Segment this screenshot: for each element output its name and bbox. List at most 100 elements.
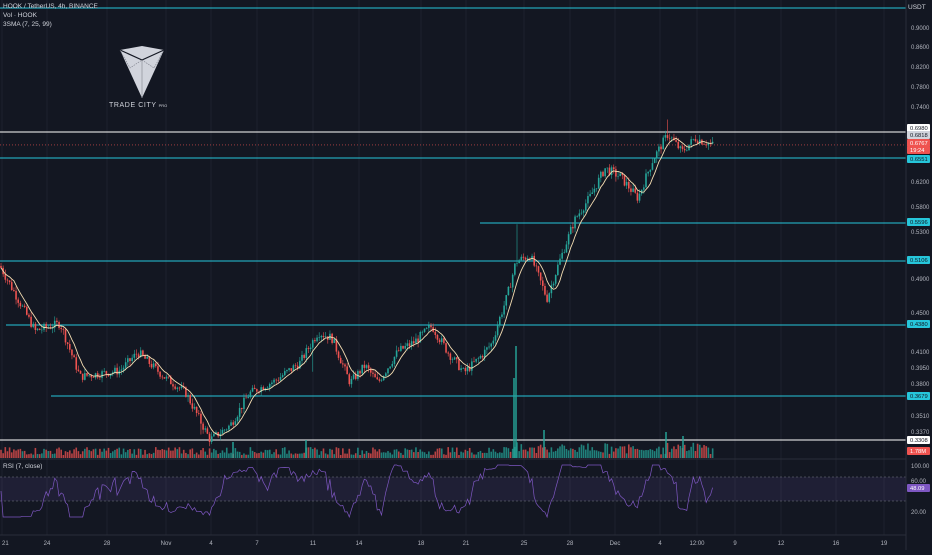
- volume-bar: [124, 452, 127, 458]
- time-axis[interactable]: 21 24 28 Nov 4 7 11 14 18 21 25 28 Dec 4 12:00 9 12 16 19: [2, 541, 888, 547]
- candle-body: [314, 340, 316, 342]
- volume-bar: [346, 453, 348, 458]
- symbol-label[interactable]: HOOK / TetherUS, 4h, BINANCE: [3, 3, 98, 10]
- candle-body: [372, 372, 374, 374]
- volume-bar: [307, 447, 310, 458]
- volume-bar: [232, 442, 234, 458]
- rsi-label[interactable]: RSI (7, close): [3, 463, 43, 470]
- volume-bar: [515, 346, 517, 458]
- volume-bar: [458, 454, 460, 458]
- volume-bar: [569, 448, 572, 458]
- volume-bar: [559, 446, 561, 458]
- rsi-badge: [907, 484, 930, 492]
- volume-bar: [253, 452, 256, 458]
- volume-bar: [701, 447, 703, 458]
- volume-bar: [531, 447, 533, 458]
- candle-body: [294, 365, 297, 366]
- candle-body: [666, 135, 669, 138]
- candle-body: [163, 377, 166, 379]
- candle-body: [365, 365, 368, 368]
- volume-bar: [53, 453, 56, 458]
- volume-bar: [550, 447, 553, 458]
- volume-bar: [241, 454, 243, 458]
- volume-bar: [114, 449, 116, 458]
- volume-bar: [625, 453, 628, 458]
- volume-bar: [107, 447, 110, 458]
- candle-body: [354, 374, 357, 379]
- candle-body: [86, 373, 88, 376]
- volume-bar: [122, 448, 125, 458]
- volume-bar: [423, 452, 426, 458]
- candle-body: [643, 187, 645, 190]
- volume-bar: [288, 450, 290, 458]
- time-tick-label: 18: [418, 541, 425, 547]
- volume-bar: [286, 453, 288, 458]
- volume-bar: [574, 449, 576, 458]
- volume-bar: [554, 450, 557, 458]
- currency-label[interactable]: USDT: [908, 4, 926, 11]
- candle-body: [215, 432, 217, 434]
- volume-bar: [13, 449, 15, 458]
- volume-bar: [139, 449, 142, 458]
- volume-bar: [643, 450, 645, 458]
- volume-bar: [273, 452, 275, 458]
- volume-bar: [94, 448, 97, 458]
- candle-body: [436, 334, 439, 340]
- price-axis[interactable]: 0.9000 0.8600 0.8200 0.7800 0.7400 0.6200 0.58…: [905, 0, 930, 550]
- volume-bar: [686, 450, 688, 458]
- candle-body: [453, 357, 456, 360]
- candle-body: [112, 372, 114, 374]
- candle-body: [178, 387, 181, 389]
- candle-body: [120, 369, 123, 371]
- volume-bar: [533, 447, 535, 458]
- candle-body: [690, 139, 692, 145]
- candle-body: [275, 379, 277, 381]
- volume-bar: [578, 447, 581, 458]
- candle-body: [391, 363, 394, 367]
- candle-body: [692, 139, 695, 140]
- price-badge: [907, 139, 930, 147]
- time-tick-label: 12:00: [689, 541, 705, 547]
- volume-bar: [120, 454, 123, 458]
- candle-body: [395, 350, 398, 357]
- volume-bar: [668, 452, 671, 458]
- candle-body: [43, 323, 45, 330]
- horizontal-levels[interactable]: [0, 7, 906, 441]
- volume-bar: [432, 454, 434, 458]
- candle-body: [428, 325, 430, 328]
- candle-body: [352, 374, 355, 379]
- candle-body: [602, 171, 604, 177]
- logo-name: TRADE CITY: [109, 102, 157, 109]
- candle-body: [686, 150, 688, 151]
- volume-bar: [228, 453, 230, 458]
- candle-body: [647, 171, 649, 174]
- volume-bar: [542, 447, 544, 458]
- candle-body: [447, 352, 449, 354]
- candle-body: [374, 373, 376, 378]
- candle-body: [139, 350, 142, 358]
- candle-body: [41, 329, 43, 331]
- volume-bar: [275, 449, 277, 458]
- volume-bar: [413, 452, 415, 458]
- candle-body: [408, 343, 411, 347]
- candle-body: [477, 358, 480, 359]
- volume-label[interactable]: Vol · HOOK: [3, 12, 37, 19]
- rsi-pane: [0, 458, 906, 536]
- volume-bar: [331, 449, 333, 458]
- candle-body: [483, 349, 486, 358]
- price-badge: [907, 320, 930, 328]
- candle-body: [565, 244, 568, 253]
- volume-bar: [582, 445, 585, 458]
- candle-body: [494, 335, 497, 341]
- price-badge-label: 19:24: [910, 148, 925, 154]
- volume-bar: [38, 454, 41, 458]
- candle-body: [191, 403, 194, 409]
- trade-city-logo: [119, 46, 165, 98]
- volume-bar: [135, 454, 138, 458]
- sma-label[interactable]: 3SMA (7, 25, 99): [3, 21, 52, 28]
- price-tick-label: 0.8600: [911, 45, 930, 51]
- volume-bar: [483, 452, 486, 458]
- volume-bar: [64, 451, 67, 458]
